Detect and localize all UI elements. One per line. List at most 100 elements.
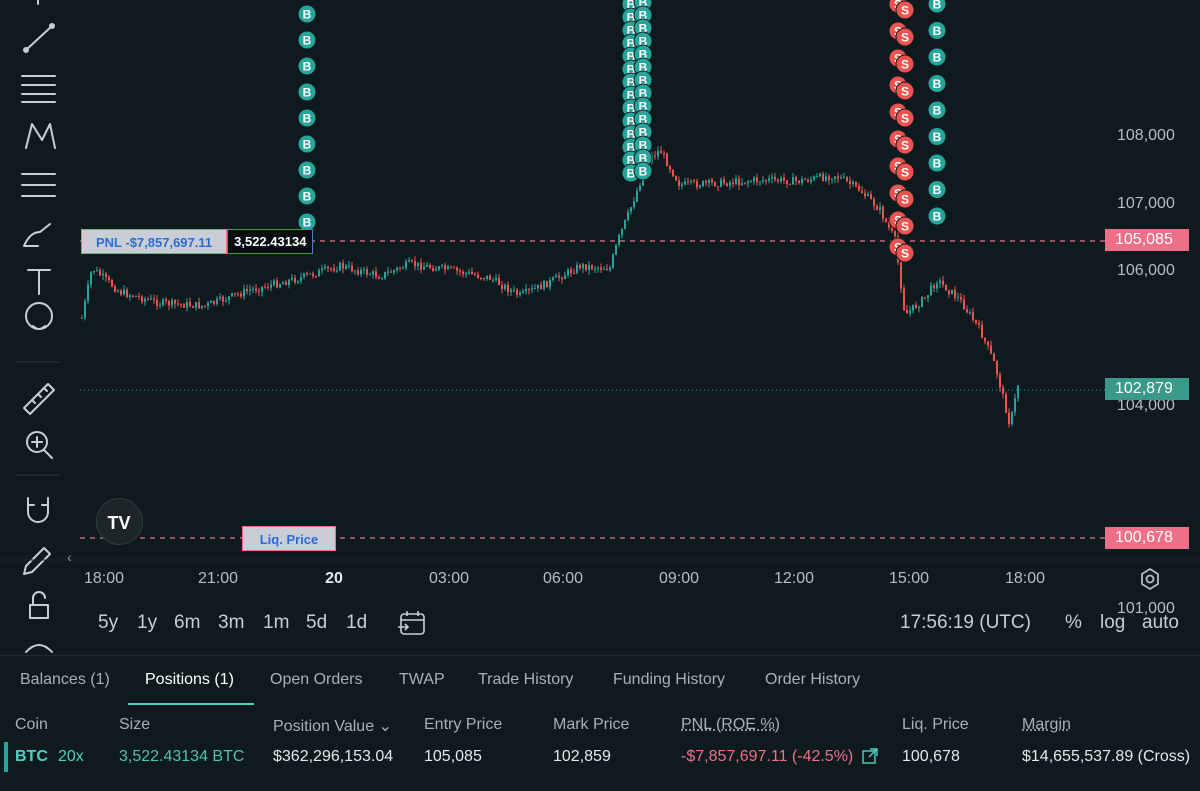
sell-marker[interactable]: S	[896, 82, 914, 100]
sell-marker[interactable]: S	[896, 109, 914, 127]
zoom-in-icon[interactable]	[27, 432, 52, 458]
candle-body	[240, 294, 242, 297]
horizontal-lines-icon[interactable]	[22, 76, 55, 102]
auto-scale-toggle[interactable]: auto	[1142, 612, 1179, 634]
buy-marker[interactable]: B	[928, 207, 946, 225]
tab-funding-history[interactable]: Funding History	[613, 671, 725, 689]
lock-drawing-icon[interactable]	[24, 548, 50, 574]
candle-body	[447, 266, 449, 269]
percent-scale-toggle[interactable]: %	[1065, 612, 1082, 634]
liq-price-label[interactable]: Liq. Price	[242, 526, 336, 551]
candle-body	[252, 289, 254, 290]
buy-marker[interactable]: B	[298, 83, 316, 101]
clock-display[interactable]: 17:56:19 (UTC)	[900, 612, 1031, 634]
trend-line-icon[interactable]	[24, 24, 54, 52]
column-header[interactable]: Size	[119, 716, 150, 734]
sell-marker[interactable]: S	[896, 1, 914, 19]
column-header[interactable]: Entry Price	[424, 716, 502, 734]
buy-marker[interactable]: B	[634, 162, 652, 180]
buy-marker[interactable]: B	[298, 31, 316, 49]
tab-positions[interactable]: Positions (1)	[145, 671, 234, 689]
candle-body	[672, 170, 674, 176]
column-header[interactable]: Mark Price	[553, 716, 629, 734]
sell-marker[interactable]: S	[896, 55, 914, 73]
collapse-toolbar-icon[interactable]: ‹	[67, 549, 72, 565]
timeframe-1y[interactable]: 1y	[137, 612, 157, 634]
timeframe-1m[interactable]: 1m	[263, 612, 289, 634]
sell-marker[interactable]: S	[896, 244, 914, 262]
timeframe-5y[interactable]: 5y	[98, 612, 118, 634]
candle-body	[189, 302, 191, 306]
column-header[interactable]: Position Value ⌄	[273, 716, 392, 736]
candle-body	[534, 288, 536, 289]
sell-marker[interactable]: S	[896, 217, 914, 235]
column-header[interactable]: Margin	[1022, 716, 1071, 734]
tab-twap[interactable]: TWAP	[399, 671, 445, 689]
buy-marker[interactable]: B	[928, 181, 946, 199]
buy-marker[interactable]: B	[928, 48, 946, 66]
buy-marker[interactable]: B	[298, 5, 316, 23]
brush-icon[interactable]	[24, 224, 50, 246]
buy-marker[interactable]: B	[928, 128, 946, 146]
tab-balances[interactable]: Balances (1)	[20, 671, 110, 689]
timeframe-1d[interactable]: 1d	[346, 612, 367, 634]
timeframe-5d[interactable]: 5d	[306, 612, 327, 634]
leverage-badge[interactable]: 20x	[58, 748, 84, 766]
candle-body	[654, 156, 656, 157]
buy-marker[interactable]: B	[298, 57, 316, 75]
tab-order-history[interactable]: Order History	[765, 671, 860, 689]
timeframe-3m[interactable]: 3m	[218, 612, 244, 634]
candle-body	[681, 185, 683, 186]
buy-marker[interactable]: B	[298, 135, 316, 153]
price-chart[interactable]: BBBBBBBBBBBBBBBBBBBBBBBBBBBBBBBBBBBBBSSS…	[0, 0, 1200, 655]
chart-settings-button[interactable]	[1138, 567, 1162, 591]
magnet-icon[interactable]	[28, 498, 48, 522]
log-scale-toggle[interactable]: log	[1100, 612, 1125, 634]
text-tool-icon[interactable]	[28, 270, 50, 294]
candle-body	[723, 179, 725, 183]
candle-body	[120, 291, 122, 295]
buy-marker[interactable]: B	[298, 187, 316, 205]
column-header[interactable]: Coin	[15, 716, 48, 734]
candle-body	[411, 260, 413, 261]
buy-marker[interactable]: B	[928, 22, 946, 40]
share-pnl-button[interactable]	[862, 748, 878, 764]
ruler-icon[interactable]	[24, 384, 54, 414]
position-label[interactable]: PNL -$7,857,697.11 3,522.43134	[81, 229, 313, 254]
chart-canvas[interactable]: BBBBBBBBBB BB BB BB BB BB BB BB BB BB BB BB BB BB BSSS…	[0, 0, 1200, 655]
emoji-icon[interactable]	[26, 303, 52, 329]
sell-marker[interactable]: S	[896, 136, 914, 154]
coin-symbol[interactable]: BTC	[15, 748, 48, 766]
column-header[interactable]: Liq. Price	[902, 716, 969, 734]
buy-marker[interactable]: B	[928, 0, 946, 13]
candle-body	[972, 312, 974, 320]
column-header[interactable]: PNL (ROE %)	[681, 716, 780, 734]
sell-marker[interactable]: S	[896, 190, 914, 208]
tab-open-orders[interactable]: Open Orders	[270, 671, 362, 689]
buy-marker[interactable]: B	[928, 75, 946, 93]
candle-body	[243, 289, 245, 296]
sell-marker[interactable]: S	[896, 163, 914, 181]
candle-body	[735, 179, 737, 185]
buy-marker[interactable]: B	[928, 101, 946, 119]
candle-body	[945, 285, 947, 291]
tradingview-logo[interactable]: TV	[96, 498, 143, 545]
candle-body	[501, 285, 503, 289]
buy-marker[interactable]: B	[928, 154, 946, 172]
tab-trade-history[interactable]: Trade History	[478, 671, 573, 689]
candle-body	[417, 263, 419, 267]
unlock-icon[interactable]	[30, 592, 48, 618]
timeframe-6m[interactable]: 6m	[174, 612, 200, 634]
buy-marker[interactable]: B	[298, 109, 316, 127]
pattern-icon[interactable]	[26, 124, 55, 148]
candle-body	[327, 267, 329, 269]
fib-retracement-icon[interactable]	[22, 174, 55, 196]
buy-marker[interactable]: B	[298, 161, 316, 179]
sell-marker[interactable]: S	[896, 28, 914, 46]
date-range-button[interactable]	[398, 610, 428, 638]
candle-body	[768, 179, 770, 181]
eye-icon[interactable]	[26, 645, 52, 652]
candle-body	[510, 290, 512, 292]
marker-label: B	[639, 165, 648, 179]
candle-body	[747, 182, 749, 184]
